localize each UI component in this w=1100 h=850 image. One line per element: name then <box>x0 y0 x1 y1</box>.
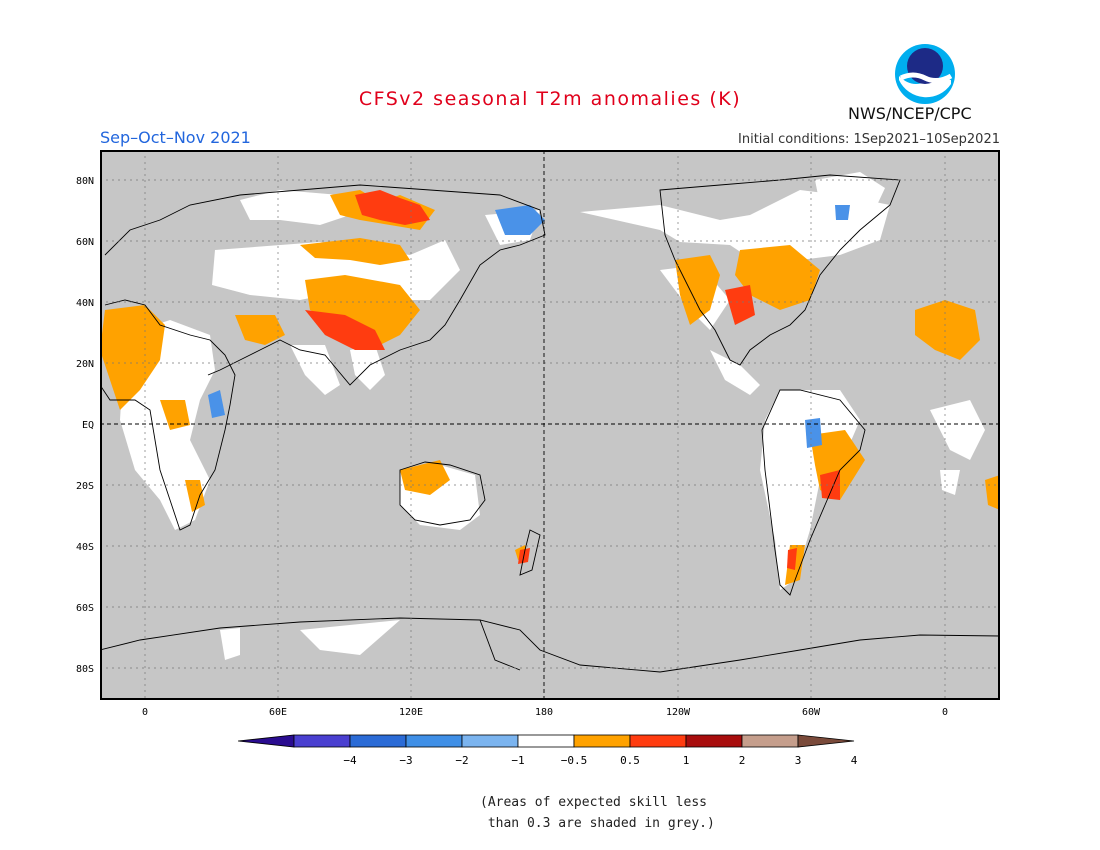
colorbar-tick-label: 3 <box>795 754 802 767</box>
longitude-axis: 0 60E 120E 180 120W 60W 0 <box>142 707 948 718</box>
lon-label: 180 <box>535 707 553 718</box>
season-label: Sep–Oct–Nov 2021 <box>100 128 251 147</box>
colorbar-tick-label: 1 <box>683 754 690 767</box>
latitude-axis: 80N 60N 40N 20N EQ 20S 40S 60S 80S <box>76 176 94 675</box>
lat-label: 60N <box>76 237 94 248</box>
lat-label: 60S <box>76 603 94 614</box>
footnote-line: (Areas of expected skill less <box>480 795 707 810</box>
lon-label: 120E <box>399 707 423 718</box>
colorbar-tick-label: 0.5 <box>620 754 640 767</box>
lon-label: 0 <box>942 707 948 718</box>
initial-conditions-label: Initial conditions: 1Sep2021–10Sep2021 <box>738 132 1000 147</box>
reference-lines <box>100 150 1000 700</box>
colorbar-segment <box>349 734 407 748</box>
lon-label: 60E <box>269 707 287 718</box>
coastlines <box>100 174 1000 673</box>
colorbar-segment <box>517 734 575 748</box>
agency-label: NWS/NCEP/CPC <box>848 104 972 123</box>
lat-label: 20S <box>76 481 94 492</box>
colorbar-segment <box>293 734 351 748</box>
colorbar-arrow-left <box>238 734 295 748</box>
lat-label: 20N <box>76 359 94 370</box>
lon-label: 120W <box>666 707 691 718</box>
lon-label: 0 <box>142 707 148 718</box>
colorbar-segment <box>629 734 687 748</box>
colorbar: −4 −3 −2 −1 −0.5 0.5 1 2 3 4 <box>238 734 858 767</box>
colorbar-tick-label: −2 <box>455 754 468 767</box>
colorbar-segment <box>573 734 631 748</box>
warm-anomaly-regions <box>100 190 1000 585</box>
noaa-logo-icon <box>895 44 955 104</box>
lat-label: EQ <box>82 420 94 431</box>
colorbar-segment <box>405 734 463 748</box>
colorbar-segment <box>741 734 799 748</box>
map-title: CFSv2 seasonal T2m anomalies (K) <box>358 88 742 110</box>
colorbar-tick-label: 2 <box>739 754 746 767</box>
colorbar-arrow-right <box>797 734 855 748</box>
colorbar-segment <box>461 734 519 748</box>
colorbar-tick-label: −1 <box>511 754 524 767</box>
lon-label: 60W <box>802 707 821 718</box>
map-frame <box>100 150 1000 700</box>
colorbar-tick-label: 4 <box>851 754 858 767</box>
colorbar-tick-label: −3 <box>399 754 412 767</box>
lat-label: 40S <box>76 542 94 553</box>
cold-anomaly-regions <box>208 205 850 448</box>
anomaly-map <box>100 150 1000 700</box>
footnote-line: than 0.3 are shaded in grey.) <box>480 816 715 831</box>
colorbar-tick-label: −0.5 <box>561 754 588 767</box>
colorbar-tick-label: −4 <box>343 754 357 767</box>
lat-label: 40N <box>76 298 94 309</box>
colorbar-segment <box>685 734 743 748</box>
graticule <box>100 150 1000 700</box>
lat-label: 80S <box>76 664 94 675</box>
footnote: (Areas of expected skill less than 0.3 a… <box>480 792 715 834</box>
lat-label: 80N <box>76 176 94 187</box>
